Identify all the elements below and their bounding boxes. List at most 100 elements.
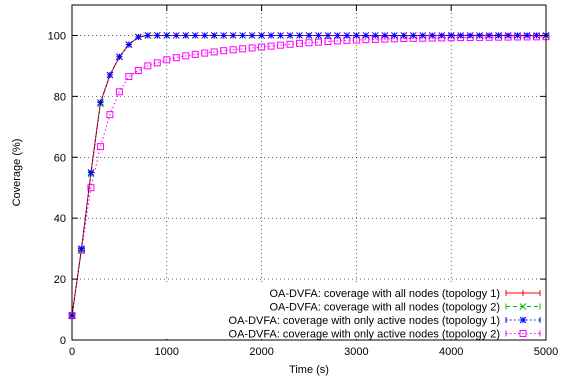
- data-point: [210, 32, 218, 39]
- data-point: [314, 38, 322, 46]
- data-point: [305, 32, 313, 39]
- y-tick-label: 100: [48, 30, 66, 42]
- x-tick-label: 3000: [344, 346, 368, 358]
- data-point: [153, 32, 161, 39]
- data-point: [514, 32, 521, 39]
- data-point: [78, 245, 85, 252]
- data-point: [343, 32, 351, 39]
- x-tick-label: 2000: [249, 346, 273, 358]
- data-point: [87, 169, 95, 176]
- data-point: [286, 40, 294, 48]
- data-point: [267, 42, 275, 50]
- data-point: [409, 32, 417, 39]
- data-point: [115, 88, 123, 96]
- data-point: [87, 184, 95, 192]
- data-point: [372, 32, 379, 39]
- legend-label: OA-DVFA: coverage with only active nodes…: [229, 329, 500, 341]
- x-tick-label: 4000: [439, 346, 463, 358]
- data-point: [400, 32, 408, 39]
- data-point: [296, 32, 303, 39]
- y-axis-title: Coverage (%): [11, 139, 23, 207]
- data-point: [163, 32, 171, 39]
- data-point: [495, 32, 502, 39]
- data-point: [106, 71, 114, 79]
- y-tick-label: 80: [54, 91, 66, 103]
- data-point: [519, 316, 527, 324]
- series-line: [71, 34, 546, 316]
- data-point: [220, 32, 228, 39]
- y-tick-label: 40: [54, 213, 66, 225]
- data-point: [210, 48, 218, 56]
- series-3: [68, 32, 550, 319]
- data-point: [485, 32, 493, 39]
- data-point: [476, 32, 483, 39]
- data-point: [286, 32, 294, 39]
- data-point: [519, 303, 527, 310]
- x-axis-title: Time (s): [289, 364, 329, 376]
- data-point: [447, 32, 455, 39]
- data-point: [201, 49, 209, 57]
- data-point: [182, 32, 190, 39]
- data-point: [248, 32, 256, 39]
- data-point: [258, 32, 265, 39]
- data-point: [239, 45, 247, 53]
- data-point: [277, 32, 284, 39]
- plot-frame: [71, 4, 547, 341]
- data-point: [324, 38, 332, 46]
- data-point: [172, 32, 180, 39]
- legend-background: [150, 283, 545, 339]
- data-point: [277, 41, 285, 49]
- data-point: [144, 62, 152, 70]
- data-point: [533, 32, 540, 39]
- data-point: [106, 111, 114, 119]
- axis-ticks: 0 1000 2000 3000 4000 5000 0 20 40 60 80 100: [48, 5, 558, 358]
- data-point: [182, 52, 190, 60]
- data-point: [362, 32, 370, 39]
- data-point: [220, 47, 228, 55]
- data-point: [248, 44, 256, 52]
- data-point: [135, 33, 142, 41]
- data-point: [267, 32, 275, 39]
- data-point: [116, 53, 123, 61]
- y-tick-label: 20: [54, 274, 66, 286]
- data-point: [353, 32, 360, 39]
- data-point: [134, 66, 142, 74]
- data-point: [438, 32, 446, 39]
- data-point: [315, 32, 322, 39]
- data-point: [305, 39, 313, 47]
- data-point: [334, 32, 341, 39]
- data-series: [68, 32, 550, 320]
- data-point: [381, 32, 389, 39]
- data-point: [172, 54, 180, 62]
- y-tick-label: 0: [60, 335, 66, 347]
- legend-label: OA-DVFA: coverage with all nodes (topolo…: [269, 288, 500, 300]
- data-point: [419, 32, 427, 39]
- x-tick-label: 5000: [534, 346, 558, 358]
- data-point: [390, 32, 398, 39]
- x-tick-label: 1000: [155, 346, 179, 358]
- legend-label: OA-DVFA: coverage with only active nodes…: [229, 315, 500, 327]
- data-point: [163, 56, 171, 64]
- data-point: [229, 32, 237, 39]
- data-point: [466, 32, 474, 39]
- data-point: [96, 143, 104, 151]
- legend: OA-DVFA: coverage with all nodes (topolo…: [150, 283, 545, 341]
- data-point: [144, 32, 152, 39]
- data-point: [258, 43, 266, 51]
- data-point: [229, 46, 237, 54]
- legend-label: OA-DVFA: coverage with all nodes (topolo…: [269, 302, 500, 314]
- data-point: [324, 32, 332, 39]
- data-point: [504, 32, 512, 39]
- y-tick-label: 60: [54, 152, 66, 164]
- data-point: [125, 73, 133, 81]
- data-point: [523, 32, 531, 39]
- series-4: [68, 33, 550, 320]
- data-point: [520, 290, 526, 296]
- data-point: [428, 32, 436, 39]
- data-point: [97, 99, 104, 106]
- data-point: [239, 32, 246, 39]
- data-point: [191, 32, 199, 39]
- data-point: [153, 59, 161, 67]
- data-point: [201, 32, 209, 39]
